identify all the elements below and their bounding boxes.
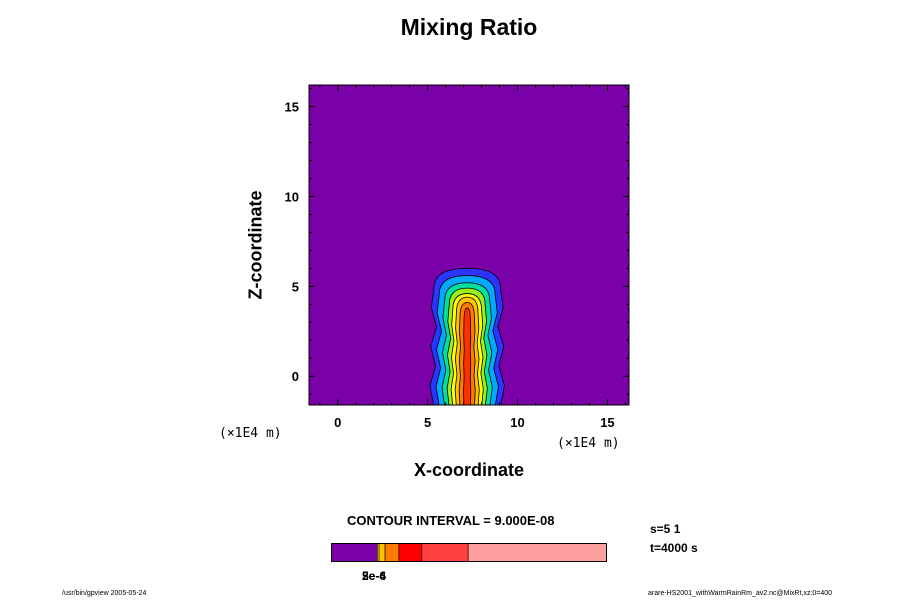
y-tick-label: 0	[292, 369, 299, 384]
colorbar-tick-label: 2e-6	[362, 569, 387, 583]
x-tick-label: 5	[424, 415, 431, 430]
y-tick-label: 10	[285, 189, 299, 204]
y-tick-label: 5	[292, 279, 299, 294]
colorbar-frame	[331, 543, 607, 562]
colorbar-segment	[378, 543, 386, 562]
footer-right: arare-HS2001_withWarmRainRm_av2.nc@MixRt…	[648, 590, 833, 597]
x-tick-label: 0	[334, 415, 341, 430]
colorbar-segment	[331, 543, 378, 562]
y-axis-label: Z-coordinate	[245, 190, 266, 300]
colorbar	[331, 543, 607, 562]
x-unit-right: (×1E4 m)	[557, 436, 620, 451]
plot-frame	[308, 84, 630, 406]
x-tick-label: 15	[600, 415, 614, 430]
x-axis-label: X-coordinate	[413, 460, 524, 480]
x-tick-label: 10	[510, 415, 524, 430]
footer-left: /usr/bin/gpview 2005-05-24	[62, 590, 147, 597]
colorbar-segment	[467, 543, 607, 562]
chart-title: Mixing Ratio	[400, 14, 538, 40]
contour-level	[463, 307, 472, 405]
contour-interval-label: CONTOUR INTERVAL = 9.000E-08	[347, 513, 555, 528]
colorbar-segment	[398, 543, 423, 562]
y-tick-label: 15	[285, 100, 299, 115]
time-info: t=4000 s	[650, 541, 698, 555]
x-unit-left: (×1E4 m)	[219, 426, 282, 441]
colorbar-tick-label: 5e-4	[362, 569, 387, 583]
colorbar-segment	[421, 543, 469, 562]
colorbar-segment	[384, 543, 400, 562]
s-info: s=5 1	[650, 522, 681, 536]
